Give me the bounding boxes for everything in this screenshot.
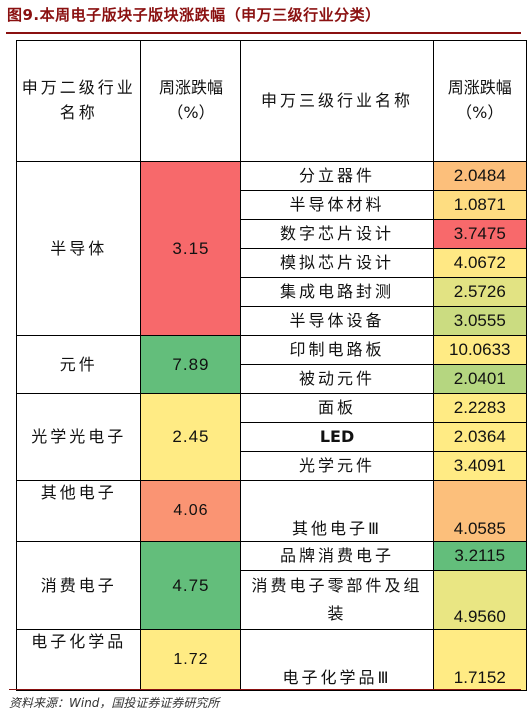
sub-name: 半导体材料 — [240, 190, 434, 220]
sub-name: 分立器件 — [240, 161, 434, 191]
sub-change: 4.9560 — [432, 570, 527, 630]
sub-change: 1.7152 — [432, 629, 527, 691]
header-level2-change: 周涨跌幅（%） — [140, 40, 242, 162]
table-row: 光学元件 3.4091 — [17, 451, 527, 481]
header-level3-name: 申万三级行业名称 — [240, 40, 434, 162]
table-row: 电子化学品 1.72 电子化学品Ⅲ 1.7152 — [15, 629, 527, 691]
sub-name: 电子化学品Ⅲ — [240, 629, 434, 691]
sub-change: 2.0401 — [432, 364, 527, 394]
sub-change: 3.0555 — [432, 306, 527, 336]
table-row: 被动元件 2.0401 — [17, 364, 527, 394]
sub-name: 其他电子Ⅲ — [240, 480, 434, 542]
sub-change: 3.7475 — [432, 219, 527, 249]
table-row: 消费电子 4.75 品牌消费电子 3.2115 — [15, 541, 527, 630]
sub-change: 4.0585 — [432, 480, 527, 542]
sub-name: 印制电路板 — [240, 335, 434, 365]
group-name: 元件 — [15, 335, 142, 394]
sub-change: 3.4091 — [432, 451, 527, 481]
group-change: 4.06 — [140, 480, 242, 542]
table-row: 集成电路封测 2.5726 — [17, 277, 527, 307]
figure-title: 图9.本周电子版块子版块涨跌幅（申万三级行业分类） — [7, 6, 381, 24]
sector-table: 申万二级行业名称 周涨跌幅（%） 申万三级行业名称 周涨跌幅（%） 半导体 3.… — [15, 40, 527, 691]
sub-change: 2.0484 — [432, 161, 527, 191]
sub-name: 品牌消费电子 — [240, 541, 434, 571]
header-level2-name: 申万二级行业名称 — [15, 40, 142, 162]
group-change: 4.75 — [140, 541, 242, 630]
table-header-row: 申万二级行业名称 周涨跌幅（%） 申万三级行业名称 周涨跌幅（%） — [15, 40, 527, 162]
table-row: 光学光电子 2.45 面板 2.2283 — [15, 393, 527, 481]
source-note: 资料来源：Wind，国投证券证券研究所 — [9, 696, 220, 710]
sub-name: 模拟芯片设计 — [240, 248, 434, 278]
sub-change: 2.0364 — [432, 422, 527, 452]
sub-name: 半导体设备 — [240, 306, 434, 336]
sub-change: 2.5726 — [432, 277, 527, 307]
group-change: 2.45 — [140, 393, 242, 481]
footer-rule — [9, 689, 521, 690]
group-name: 光学光电子 — [15, 393, 142, 481]
sub-change: 1.0871 — [432, 190, 527, 220]
title-underline — [6, 32, 521, 34]
table-row: 半导体 3.15 分立器件 2.0484 — [15, 161, 527, 336]
table-row: 元件 7.89 印制电路板 10.0633 — [15, 335, 527, 394]
sub-change: 10.0633 — [432, 335, 527, 365]
group-name: 消费电子 — [15, 541, 142, 630]
sub-name: 集成电路封测 — [240, 277, 434, 307]
table-row: LED 2.0364 — [17, 422, 527, 452]
table-row: 半导体设备 3.0555 — [17, 306, 527, 336]
table-row: 半导体材料 1.0871 — [17, 190, 527, 220]
table-row: 模拟芯片设计 4.0672 — [17, 248, 527, 278]
group-name: 半导体 — [15, 161, 142, 336]
table-row: 其他电子 4.06 其他电子Ⅲ 4.0585 — [15, 480, 527, 542]
sub-name: 消费电子零部件及组装 — [240, 570, 434, 630]
sub-change: 3.2115 — [432, 541, 527, 571]
sub-change: 2.2283 — [432, 393, 527, 423]
sub-name: 数字芯片设计 — [240, 219, 434, 249]
sub-name: 光学元件 — [240, 451, 434, 481]
sub-name: LED — [240, 422, 434, 452]
sub-name: 被动元件 — [240, 364, 434, 394]
group-change: 7.89 — [140, 335, 242, 394]
sub-name: 面板 — [240, 393, 434, 423]
group-name: 电子化学品 — [15, 629, 142, 691]
group-change: 3.15 — [140, 161, 242, 336]
group-change: 1.72 — [140, 629, 242, 691]
group-name: 其他电子 — [15, 480, 142, 542]
header-level3-change: 周涨跌幅（%） — [432, 40, 527, 162]
sub-change: 4.0672 — [432, 248, 527, 278]
